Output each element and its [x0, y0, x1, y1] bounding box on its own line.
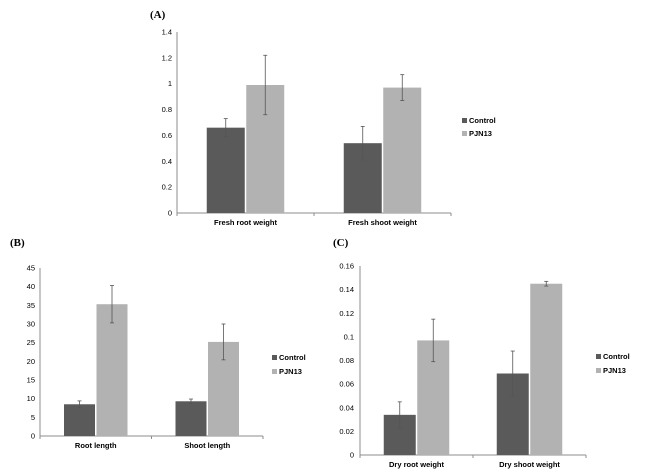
legend-swatch-pjn13 — [462, 131, 467, 136]
legend-swatch-pjn13 — [272, 369, 277, 374]
y-tick-label: 10 — [27, 394, 35, 403]
y-tick-label: 0.6 — [162, 131, 172, 140]
y-tick-label: 0.02 — [339, 427, 354, 436]
legend-label-control: Control — [603, 352, 630, 361]
x-category-label: Dry shoot weight — [499, 460, 560, 469]
y-tick-label: 0.16 — [339, 262, 354, 271]
y-tick-label: 15 — [27, 376, 35, 385]
bar-control-1 — [175, 401, 207, 436]
legend-label-control: Control — [469, 116, 496, 125]
legend-swatch-control — [272, 355, 277, 360]
legend-label-pjn13: PJN13 — [603, 366, 626, 375]
panel-label: (B) — [10, 237, 25, 249]
y-tick-label: 25 — [27, 338, 35, 347]
bar-pjn13-1 — [530, 283, 563, 455]
y-tick-label: 0.04 — [339, 403, 354, 412]
y-tick-label: 0.06 — [339, 380, 354, 389]
y-tick-label: 0 — [350, 451, 354, 460]
x-category-label: Root length — [75, 441, 117, 450]
chart-panel-1: (B) 0 5 10 15 20 25 30 35 40 45 Root length Shoot le… — [10, 237, 306, 450]
y-tick-label: 45 — [27, 264, 35, 273]
x-category-label: Fresh root weight — [214, 218, 277, 227]
bar-pjn13-0 — [96, 304, 128, 436]
y-tick-label: 0.1 — [344, 332, 354, 341]
y-tick-label: 0 — [31, 432, 35, 441]
legend-swatch-control — [596, 354, 601, 359]
x-category-label: Dry root weight — [389, 460, 445, 469]
y-tick-label: 40 — [27, 282, 35, 291]
y-tick-label: 0.14 — [339, 285, 354, 294]
y-tick-label: 0.8 — [162, 105, 172, 114]
y-tick-label: 1.4 — [162, 28, 172, 37]
y-tick-label: 35 — [27, 301, 35, 310]
y-tick-label: 0.08 — [339, 356, 354, 365]
y-tick-label: 5 — [31, 413, 35, 422]
legend-label-pjn13: PJN13 — [469, 129, 492, 138]
x-category-label: Fresh shoot weight — [348, 218, 417, 227]
chart-panel-0: (A) 0 0.2 0.4 0.6 0.8 1 1.2 1.4 Fresh root weight… — [150, 9, 496, 227]
legend-swatch-pjn13 — [596, 368, 601, 373]
bar-control-0 — [206, 127, 245, 213]
y-tick-label: 0 — [168, 209, 172, 218]
panel-label: (C) — [333, 237, 349, 249]
bar-pjn13-1 — [383, 87, 422, 213]
y-tick-label: 0.2 — [162, 183, 172, 192]
y-tick-label: 0.12 — [339, 309, 354, 318]
legend-label-control: Control — [279, 353, 306, 362]
legend-swatch-control — [462, 118, 467, 123]
chart-panel-2: (C) 0 0.02 0.04 0.06 0.08 0.1 0.12 0.14 0.16 Dry r… — [333, 237, 630, 469]
y-tick-label: 0.4 — [162, 157, 172, 166]
y-tick-label: 30 — [27, 320, 35, 329]
legend-label-pjn13: PJN13 — [279, 367, 302, 376]
panel-label: (A) — [150, 9, 166, 21]
x-category-label: Shoot length — [184, 441, 230, 450]
y-tick-label: 20 — [27, 357, 35, 366]
y-tick-label: 1.2 — [162, 53, 172, 62]
bar-control-0 — [64, 404, 95, 436]
y-tick-label: 1 — [168, 79, 172, 88]
